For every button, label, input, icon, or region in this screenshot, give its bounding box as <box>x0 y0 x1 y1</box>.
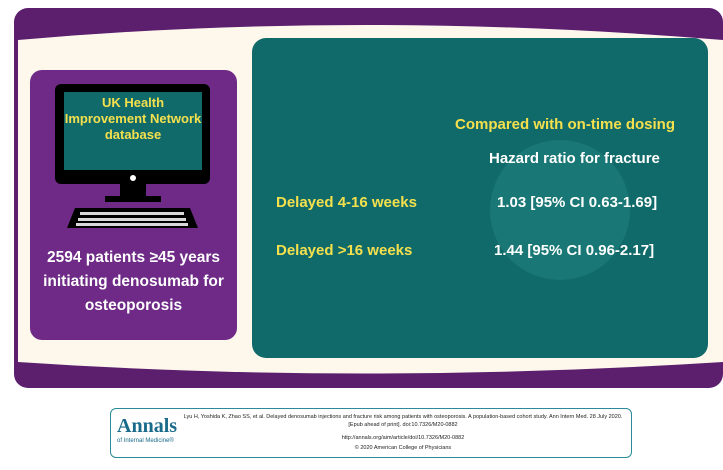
copyright: © 2020 American College of Physicians <box>183 445 623 451</box>
footer: Annals of Internal Medicine® Lyu H, Yosh… <box>110 408 632 458</box>
comparison: Compared with on-time dosing <box>455 116 675 133</box>
row-value: 1.03 [95% CI 0.63-1.69] <box>497 194 657 211</box>
journal: Annals <box>117 415 177 438</box>
journal-sub: of Internal Medicine® <box>117 438 174 444</box>
page: UK Health Improvement Network database 2… <box>0 0 723 470</box>
measure: Hazard ratio for fracture <box>489 150 660 167</box>
citation: Lyu H, Yoshida K, Zhao SS, et al. Delaye… <box>183 413 623 429</box>
row-label: Delayed >16 weeks <box>276 242 412 259</box>
row-value: 1.44 [95% CI 0.96-2.17] <box>494 242 654 259</box>
database-label: UK Health Improvement Network database <box>64 95 202 143</box>
population: 2594 patients ≥45 years initiating denos… <box>38 246 229 318</box>
url: http://annals.org/aim/article/doi/10.732… <box>183 435 623 441</box>
row-label: Delayed 4-16 weeks <box>276 194 417 211</box>
